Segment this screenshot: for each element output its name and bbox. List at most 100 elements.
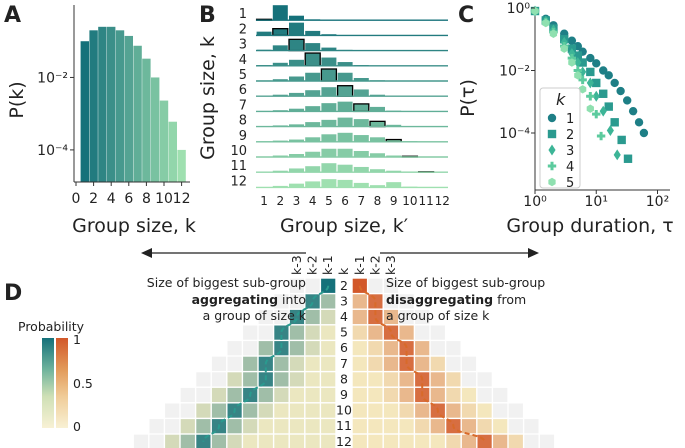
- heatmap-cell-right: [446, 387, 461, 403]
- panel-b-bar: [353, 166, 369, 173]
- panel-a-bars: [80, 26, 186, 183]
- panel-b-bar: [353, 151, 369, 157]
- heatmap-cell-left: [165, 419, 180, 434]
- heatmap-cell-right: [368, 325, 383, 340]
- right-annotation-bold: disaggregating: [386, 292, 493, 307]
- heatmap-cell-left: [243, 325, 258, 340]
- left-annotation-line2: aggregating into: [192, 292, 306, 307]
- panel-c-point: [592, 109, 601, 119]
- heatmap-cell-left: [258, 419, 273, 434]
- right-annotation-line1: Size of biggest sub-group: [386, 275, 545, 290]
- heatmap-row-label: 7: [340, 356, 348, 371]
- right-annotation-rest: from: [493, 292, 526, 307]
- heatmap-row-label: 3: [340, 293, 348, 308]
- heatmap-cell-left: [289, 309, 305, 325]
- heatmap-cell-left: [321, 387, 336, 403]
- panel-b-xtick-label: 1: [260, 194, 268, 208]
- legend-marker-5: [548, 177, 556, 187]
- heatmap-cell-right: [368, 434, 383, 448]
- panel-b-row-label: 4: [239, 53, 247, 68]
- panel-b-bar: [370, 94, 385, 97]
- colorbar-tick-0-5: 0.5: [73, 376, 93, 391]
- panel-b-row: 12: [230, 174, 448, 189]
- heatmap-cell-left: [305, 434, 320, 448]
- disaggregating-trend-line: [358, 285, 486, 443]
- heatmap-cell-right: [446, 356, 461, 371]
- heatmap-cell-left: [149, 434, 164, 448]
- heatmap-cell-right: [430, 356, 445, 371]
- panel-c-point: [592, 78, 601, 88]
- heatmap-cell-right: [399, 403, 414, 418]
- panel-b-xtick-label: 8: [374, 194, 382, 208]
- panel-b-row: 11: [230, 159, 448, 174]
- panel-c-point: [578, 58, 587, 67]
- heatmap-cell-right: [352, 387, 367, 403]
- heatmap-cell-left: [258, 309, 273, 325]
- panel-b-bar: [337, 132, 353, 142]
- heatmap-cell-right: [399, 434, 414, 448]
- panel-b-bar: [353, 78, 369, 81]
- panel-c-point: [616, 86, 625, 96]
- panel-c-xtick-label: 10²: [646, 194, 669, 210]
- panel-b-row: 10: [230, 144, 448, 159]
- panel-b-row: 4: [239, 52, 448, 68]
- panel-d-curves: [202, 285, 486, 443]
- heatmap-cell-right: [383, 403, 399, 418]
- heatmap-cell-right: [368, 419, 383, 434]
- legend-label-4: 4: [566, 160, 574, 175]
- panel-a-ticks: 0 2 4 6 8 10 12: [70, 76, 191, 207]
- panel-c-xlabel: Group duration, τ: [506, 215, 673, 237]
- panel-c-point: [579, 85, 587, 94]
- panel-c-points: [530, 5, 649, 163]
- panel-b-bar: [305, 43, 321, 51]
- heatmap-cell-left: [305, 403, 320, 418]
- panel-b-bar: [321, 134, 337, 142]
- heatmap-cell-right: [368, 387, 383, 403]
- panel-b-xtick-label: 5: [325, 194, 333, 208]
- panel-b-bar: [337, 164, 353, 173]
- panel-c-point: [586, 92, 595, 101]
- panel-b-bar: [289, 154, 304, 157]
- heatmap-cell-right: [430, 372, 445, 387]
- panel-c-point: [578, 75, 587, 85]
- legend-title: k: [556, 90, 566, 109]
- right-annotation-line2: disaggregating from: [386, 292, 526, 307]
- panel-b-xtick-label: 9: [390, 194, 398, 208]
- heatmap-cell-left: [305, 325, 320, 340]
- panel-c-point: [604, 71, 613, 80]
- heatmap-cell-right: [383, 419, 399, 434]
- panel-c-point: [567, 53, 577, 63]
- heatmap-cell-right: [477, 387, 492, 403]
- panel-b-diagonal-bar: [272, 27, 289, 37]
- heatmap-cell-right: [368, 372, 383, 387]
- heatmap-cell-right: [461, 356, 477, 371]
- panel-b-xtick-label: 6: [341, 194, 349, 208]
- panel-c-point: [568, 48, 576, 59]
- left-arrow: [141, 248, 306, 258]
- colorbar-tick-0: 0: [73, 419, 81, 434]
- heatmap-cell-left: [305, 387, 320, 403]
- panel-b-row-label: 1: [239, 7, 247, 22]
- legend-frame: [539, 87, 581, 189]
- panel-b-row: 6: [239, 83, 448, 98]
- panel-b-row-label: 9: [239, 129, 247, 144]
- panel-c-point: [622, 96, 632, 105]
- panel-c-point: [574, 71, 582, 80]
- heatmap-cell-right: [508, 434, 523, 448]
- heatmap-cell-left: [196, 403, 211, 418]
- panel-c-point: [586, 53, 595, 63]
- panel-b-bar: [272, 170, 288, 173]
- panel-b-bar: [272, 185, 288, 188]
- panel-c-ytick-label: 10⁰: [507, 1, 531, 17]
- heatmap-cell-left: [211, 387, 227, 403]
- legend-marker-3: [548, 144, 556, 156]
- heatmap-cell-left: [258, 325, 273, 340]
- panel-b-diagonal-bar: [288, 38, 305, 52]
- panel-b-bar: [305, 166, 321, 173]
- legend-marker-1: [547, 113, 557, 123]
- panel-c-series-5: [531, 6, 594, 113]
- heatmap-cell-left: [258, 434, 273, 448]
- heatmap-cell-right: [399, 325, 414, 340]
- heatmap-cell-right: [399, 294, 414, 309]
- panel-b-bar: [337, 179, 353, 188]
